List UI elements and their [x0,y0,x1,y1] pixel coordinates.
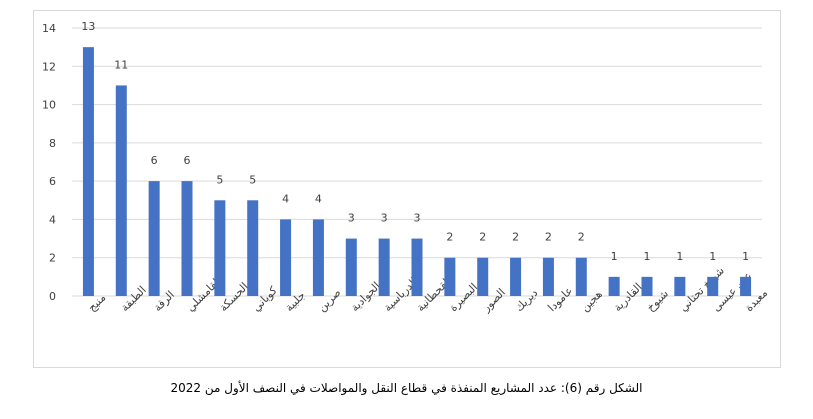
bar [542,257,554,296]
bar [312,219,324,296]
bar [82,47,94,297]
bar [674,276,686,296]
data-label: 1 [611,250,618,263]
data-label: 4 [315,192,322,205]
bar [345,238,357,296]
y-tick-label: 0 [49,290,56,303]
data-label: 6 [151,154,158,167]
data-label: 2 [545,231,552,244]
data-label: 3 [381,212,388,225]
data-label: 2 [446,231,453,244]
bar [510,257,522,296]
bar [214,200,226,296]
data-label: 6 [184,154,191,167]
bar [378,238,390,296]
data-label: 11 [114,58,128,71]
data-label: 2 [479,231,486,244]
bar [181,181,193,296]
bar [280,219,292,296]
bar [477,257,489,296]
y-tick-label: 10 [42,99,56,112]
data-label: 1 [742,250,749,263]
bar [575,257,587,296]
bar [707,276,719,296]
data-label: 4 [282,192,289,205]
bar [608,276,620,296]
bar [641,276,653,296]
bar [148,181,160,296]
data-label: 2 [512,231,519,244]
bar [411,238,423,296]
data-label: 1 [644,250,651,263]
bar [115,85,127,296]
data-label: 1 [676,250,683,263]
data-label: 2 [578,231,585,244]
y-tick-label: 14 [42,22,56,35]
data-label: 3 [348,212,355,225]
y-tick-label: 6 [49,175,56,188]
data-label: 1 [709,250,716,263]
bar [444,257,456,296]
y-tick-label: 8 [49,137,56,150]
figure-caption: الشكل رقم (6): عدد المشاريع المنفذة في ق… [170,381,643,395]
bar [247,200,259,296]
data-label: 3 [414,212,421,225]
data-label: 5 [249,173,256,186]
data-label: 5 [216,173,223,186]
y-tick-label: 12 [42,60,56,73]
data-label: 13 [81,20,95,33]
bar [740,276,752,296]
y-tick-label: 4 [49,213,56,226]
y-tick-label: 2 [49,252,56,265]
